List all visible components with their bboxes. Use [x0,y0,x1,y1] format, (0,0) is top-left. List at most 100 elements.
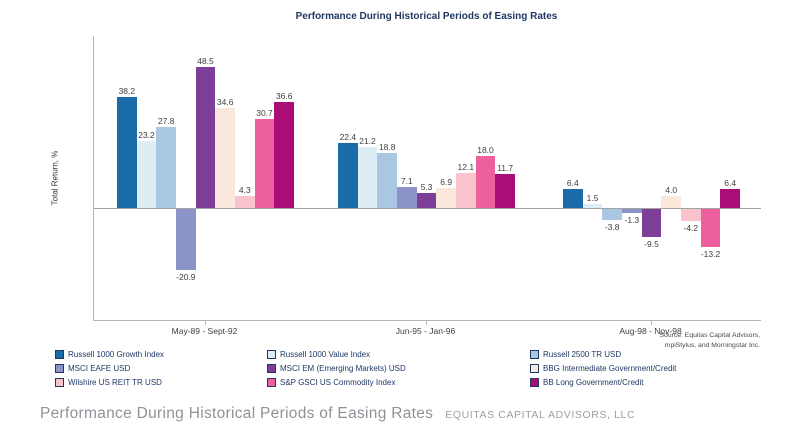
bar-value-label: 11.7 [497,163,514,174]
legend-swatch-icon [530,378,539,387]
footer-brand: EQUITAS CAPITAL ADVISORS, LLC [445,409,636,421]
bar-value-label: 36.6 [275,90,293,101]
bar-value-label: 7.1 [400,176,413,187]
footer-caption: Performance During Historical Periods of… [40,405,434,422]
legend-swatch-icon [530,350,539,359]
bar [416,192,437,208]
legend-swatch-icon [267,364,276,373]
bar [641,209,662,237]
bar [117,97,137,208]
bar-value-label: 6.9 [440,176,453,187]
bar [456,172,476,208]
bar [661,196,681,208]
bar [274,101,294,208]
legend-item: Russell 1000 Growth Index [55,349,267,360]
bar [338,143,358,208]
legend-item: Wilshire US REIT TR USD [55,377,267,388]
legend-label: Russell 1000 Value Index [280,350,371,359]
bar-group-3: 6.4 1.5 -3.8 -1.3 -9.5 4.0 -4.2 -13.2 6.4 [563,36,740,320]
chart-title: Performance During Historical Periods of… [295,11,558,22]
bar-value-label: -4.2 [683,223,699,234]
bar-group-1: 38.2 23.2 27.8 -20.9 48.5 34.6 4.3 30.7 36.6 [117,36,294,320]
bar-value-label: -9.5 [644,238,659,249]
legend-label: BBG Intermediate Government/Credit [543,364,677,373]
legend-swatch-icon [267,350,276,359]
legend-item: Russell 1000 Value Index [267,349,530,360]
bar-value-label: -20.9 [176,271,196,282]
bar [563,189,583,208]
bar-value-label: 18.0 [477,144,494,155]
bar-value-label: 27.8 [157,116,175,127]
footer: Performance During Historical Periods of… [40,405,635,423]
bar-value-label: -1.3 [624,214,640,225]
legend-label: S&P GSCI US Commodity Index [280,378,396,387]
legend-label: Russell 2500 TR USD [543,350,622,359]
bar [436,187,456,208]
bar-value-label: 5.3 [420,181,433,192]
legend-swatch-icon [267,378,276,387]
legend-item: MSCI EM (Emerging Markets) USD [267,363,530,374]
bar [235,195,255,208]
zero-baseline [94,208,761,209]
bar-value-label: 12.1 [457,161,475,172]
legend-swatch-icon [530,364,539,373]
bar [195,67,216,208]
x-axis-tick [425,321,427,325]
bar [681,209,701,222]
bar-value-label: 48.5 [197,56,214,67]
y-axis-label: Total Return, % [50,150,60,206]
bar-value-label: 34.6 [216,96,234,107]
plot-area: 38.2 23.2 27.8 -20.9 48.5 34.6 4.3 30.7 36.6 22.4… [93,36,761,321]
legend-swatch-icon [55,378,64,387]
bar-value-label: 1.5 [586,192,599,203]
bar [582,203,603,208]
bar [377,153,397,208]
bar [357,146,378,208]
legend-label: Russell 1000 Growth Index [68,350,165,359]
legend: Russell 1000 Growth Index Russell 1000 Va… [55,349,775,388]
legend-label: Wilshire US REIT TR USD [68,378,162,387]
bar [176,209,196,270]
legend-item: MSCI EAFE USD [55,363,267,374]
bar [720,189,740,208]
bar [215,107,235,208]
legend-label: MSCI EAFE USD [68,364,131,373]
legend-item: BBG Intermediate Government/Credit [530,363,775,374]
source-line-2: mpiStylus, and Morningstar Inc. [664,342,760,350]
x-axis-tick [204,321,206,325]
bar-value-label: 6.4 [724,178,737,189]
bar [475,155,496,208]
bar-value-label: 30.7 [256,107,273,118]
bar-value-label: 21.2 [359,135,376,146]
bar-value-label: 6.4 [566,178,579,189]
x-axis-category-label: May-89 - Sept-92 [171,326,238,336]
bar-value-label: 38.2 [118,86,136,97]
legend-label: MSCI EM (Emerging Markets) USD [280,364,406,373]
bar-value-label: 23.2 [138,129,155,140]
bar [602,209,622,221]
legend-swatch-icon [55,364,64,373]
bar-value-label: -3.8 [604,222,620,233]
legend-swatch-icon [55,350,64,359]
bar [622,209,642,213]
bar [254,118,275,208]
legend-label: BB Long Government/Credit [543,378,644,387]
legend-item: Russell 2500 TR USD [530,349,775,360]
x-axis-category-label: Aug-98 - Nov-98 [619,326,682,336]
source-attribution: Source: Equitas Capital Advisors, mpiSty… [660,331,761,351]
bar-value-label: 4.0 [665,185,678,196]
bar [156,127,176,208]
source-line-1: Source: Equitas Capital Advisors, [659,332,761,339]
legend-item: S&P GSCI US Commodity Index [267,377,530,388]
bar-value-label: 22.4 [339,132,357,143]
x-axis-tick [650,321,652,325]
bar-value-label: 18.8 [378,142,396,153]
bar [136,140,157,208]
bar-group-2: 22.4 21.2 18.8 7.1 5.3 6.9 12.1 18.0 11.7 [338,36,515,320]
legend-item: BB Long Government/Credit [530,377,775,388]
bar [495,174,515,208]
bar [700,209,721,248]
x-axis-category-label: Jun-95 - Jan-96 [395,326,456,336]
bar [397,187,417,208]
bar-value-label: 4.3 [238,184,251,195]
